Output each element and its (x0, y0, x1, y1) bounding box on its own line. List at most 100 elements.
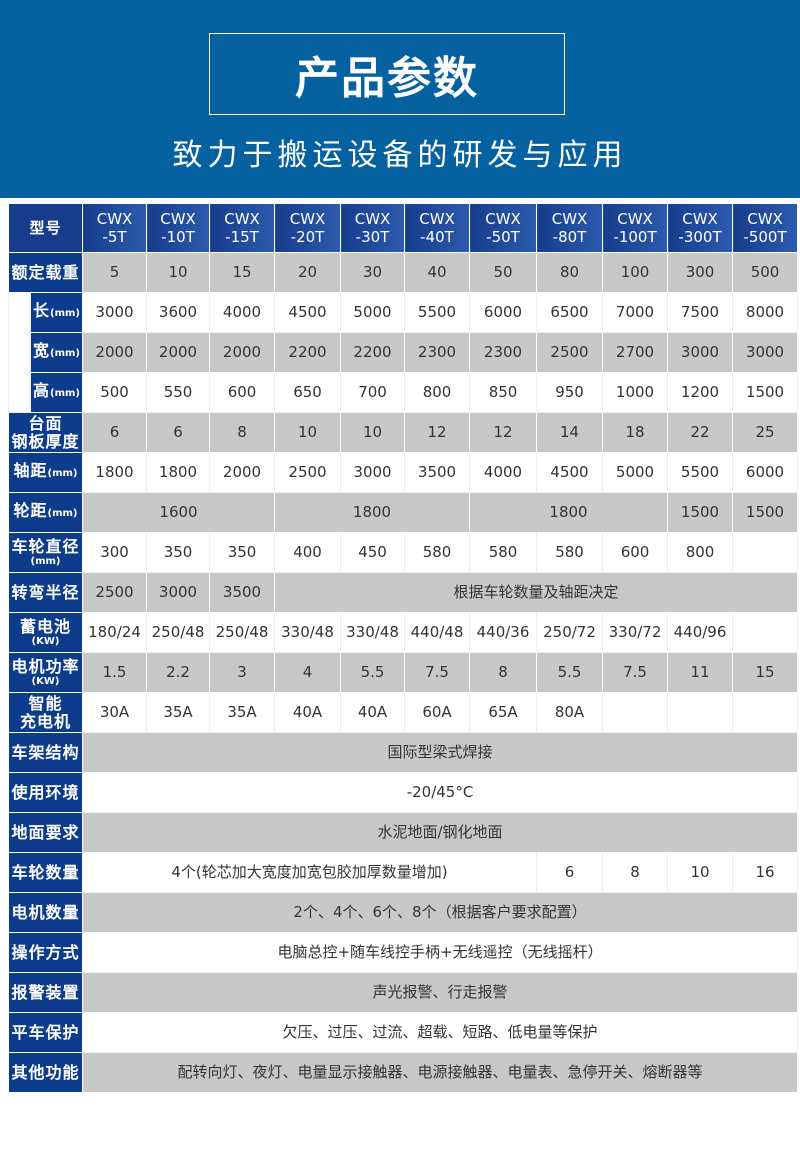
spec-cell: 100 (602, 252, 669, 293)
spec-cell (732, 692, 799, 733)
model-capacity: -80T (552, 228, 587, 246)
spec-cell: 1800 (82, 452, 148, 493)
spec-cell: 20 (274, 252, 342, 293)
model-series: CWX (419, 210, 455, 228)
spec-cell: 8 (602, 852, 669, 893)
spec-cell: 650 (274, 372, 342, 413)
spec-cell: 4个(轮芯加大宽度加宽包胶加厚数量增加) (82, 852, 538, 893)
model-series: CWX (160, 210, 196, 228)
spec-cell: 30 (340, 252, 406, 293)
row-label-text: 智能 (28, 693, 63, 713)
model-header: CWX -5T (82, 203, 148, 253)
spec-cell: 40A (340, 692, 406, 733)
spec-cell: 400 (274, 532, 342, 573)
model-capacity: -300T (678, 228, 722, 246)
table-row: 报警装置 声光报警、行走报警 (7, 972, 799, 1013)
row-unit: (mm) (50, 348, 80, 359)
table-row: 转弯半径 2500 3000 3500 根据车轮数量及轴距决定 (7, 572, 799, 613)
spec-cell: 根据车轮数量及轴距决定 (274, 572, 799, 613)
model-series: CWX (551, 210, 588, 228)
row-label-text: 长 (33, 301, 51, 320)
row-label-text: 报警装置 (11, 982, 80, 1002)
spec-cell: 3000 (732, 332, 799, 373)
spec-cell: 3500 (209, 572, 276, 613)
spec-cell: 550 (146, 372, 211, 413)
spec-cell: 1200 (667, 372, 734, 413)
spec-cell: 40A (274, 692, 342, 733)
model-label: 型号 (7, 203, 84, 253)
spec-cell: 3600 (146, 292, 211, 333)
row-label-text: 电机数量 (11, 902, 80, 922)
spec-cell: 欠压、过压、过流、超载、短路、低电量等保护 (82, 1012, 799, 1053)
spec-cell: 500 (732, 252, 799, 293)
spec-cell: 5000 (340, 292, 406, 333)
model-capacity: -30T (355, 228, 390, 246)
row-label: 宽(mm) (29, 332, 84, 373)
table-row: 其他功能 配转向灯、夜灯、电量显示接触器、电源接触器、电量表、急停开关、熔断器等 (7, 1052, 799, 1093)
model-series: CWX (747, 210, 783, 228)
row-label-text: 电机功率 (11, 657, 80, 676)
spec-cell: 15 (209, 252, 276, 293)
row-unit: (mm) (47, 508, 78, 519)
spec-cell: 7000 (602, 292, 669, 333)
row-label: 使用环境 (7, 772, 84, 813)
row-label-text: 地面要求 (11, 822, 80, 842)
spec-cell: 600 (209, 372, 276, 413)
spec-cell (667, 692, 734, 733)
row-label: 操作方式 (7, 932, 84, 973)
model-header: CWX -300T (667, 203, 734, 253)
row-label: 其他功能 (7, 1052, 84, 1093)
row-label: 蓄电池 (KW) (7, 612, 84, 653)
spec-cell: 2.2 (146, 652, 211, 693)
spec-cell: 15 (732, 652, 799, 693)
table-row: 蓄电池 (KW) 180/24 250/48 250/48 330/48 330/48 440… (7, 612, 799, 653)
row-label-text: 蓄电池 (20, 617, 72, 636)
spec-cell: 2500 (274, 452, 342, 493)
spec-cell (602, 692, 669, 733)
spec-cell: 1000 (602, 372, 669, 413)
spec-cell: 12 (469, 412, 538, 453)
spec-cell: 1.5 (82, 652, 148, 693)
row-unit: (mm) (50, 308, 80, 319)
spec-cell: -20/45°C (82, 772, 799, 813)
row-unit: (mm) (30, 556, 61, 567)
model-header: CWX -15T (209, 203, 276, 253)
row-label: 报警装置 (7, 972, 84, 1013)
row-label-text: 平车保护 (11, 1022, 80, 1042)
spec-cell: 14 (536, 412, 604, 453)
spec-cell: 5500 (404, 292, 471, 333)
spec-cell: 声光报警、行走报警 (82, 972, 799, 1013)
model-capacity: -20T (290, 228, 325, 246)
table-row: 电机数量 2个、4个、6个、8个（根据客户要求配置） (7, 892, 799, 933)
spec-cell: 7.5 (602, 652, 669, 693)
spec-cell: 水泥地面/钢化地面 (82, 812, 799, 853)
row-label-line2: 充电机 (20, 711, 72, 731)
spec-cell: 5 (82, 252, 148, 293)
model-capacity: -5T (102, 228, 127, 246)
spec-cell: 80A (536, 692, 604, 733)
row-label-text: 宽 (33, 341, 51, 360)
row-unit: (KW) (31, 676, 60, 687)
row-label: 车轮直径 (mm) (7, 532, 84, 573)
row-label-text: 其他功能 (11, 1062, 80, 1082)
spec-cell: 4000 (469, 452, 538, 493)
spec-cell: 2000 (146, 332, 211, 373)
table-row: 车轮数量 4个(轮芯加大宽度加宽包胶加厚数量增加) 6 8 10 16 (7, 852, 799, 893)
model-series: CWX (354, 210, 391, 228)
spec-cell: 350 (209, 532, 276, 573)
model-series: CWX (682, 210, 718, 228)
row-label: 额定载重 (7, 252, 84, 293)
spec-cell: 2个、4个、6个、8个（根据客户要求配置） (82, 892, 799, 933)
spec-cell: 3000 (82, 292, 148, 333)
row-label: 台面 钢板厚度 (7, 412, 84, 453)
model-series: CWX (224, 210, 260, 228)
spec-cell: 2500 (536, 332, 604, 373)
row-unit: (KW) (31, 636, 60, 647)
spec-cell: 250/72 (536, 612, 604, 653)
spec-cell: 2300 (469, 332, 538, 373)
spec-cell: 6 (536, 852, 604, 893)
spec-cell: 12 (404, 412, 471, 453)
spec-cell: 3500 (404, 452, 471, 493)
row-label: 车轮数量 (7, 852, 84, 893)
spec-cell (732, 612, 799, 653)
